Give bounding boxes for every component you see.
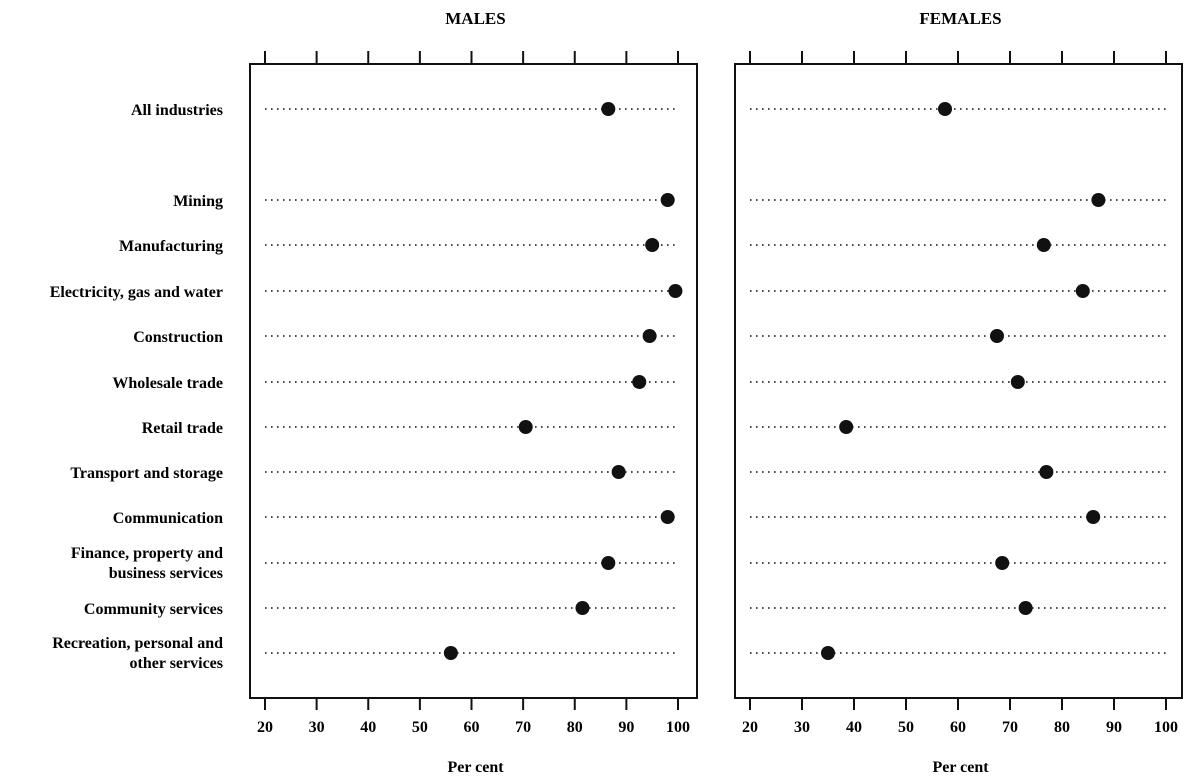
x-axis-label: Per cent xyxy=(932,759,989,776)
category-label: Wholesale trade xyxy=(112,375,223,392)
x-tick-label: 60 xyxy=(950,719,966,736)
category-label: Retail trade xyxy=(142,420,223,437)
category-label: Community services xyxy=(84,601,223,618)
data-point xyxy=(821,646,835,660)
x-tick-label: 80 xyxy=(1054,719,1070,736)
x-tick-label: 20 xyxy=(257,719,273,736)
x-tick-label: 30 xyxy=(309,719,325,736)
x-tick-label: 100 xyxy=(1154,719,1178,736)
data-point xyxy=(668,284,683,298)
category-label: All industries xyxy=(131,102,223,119)
data-point xyxy=(1039,465,1054,479)
x-tick-label: 70 xyxy=(1002,719,1018,736)
x-tick-label: 60 xyxy=(464,719,480,736)
category-label: Construction xyxy=(133,329,223,346)
x-tick-label: 50 xyxy=(412,719,428,736)
data-point xyxy=(611,465,626,479)
data-point xyxy=(1010,375,1025,389)
data-point xyxy=(443,646,458,660)
panel-title: FEMALES xyxy=(919,9,1001,28)
data-point xyxy=(938,102,952,116)
data-point xyxy=(1091,193,1106,207)
x-tick-label: 70 xyxy=(515,719,531,736)
x-tick-label: 90 xyxy=(1106,719,1122,736)
category-label: Electricity, gas and water xyxy=(50,284,223,301)
data-point xyxy=(518,420,533,434)
data-point xyxy=(995,556,1010,570)
category-label: Recreation, personal and other services xyxy=(52,635,223,672)
data-point xyxy=(575,601,590,615)
data-point xyxy=(1036,238,1051,252)
data-point xyxy=(642,329,657,343)
x-tick-label: 90 xyxy=(618,719,634,736)
data-point xyxy=(601,556,616,570)
panel-males: MALES 20 30 40 50 60 70 80 90 100 Per cent xyxy=(249,9,698,776)
category-label: Mining xyxy=(173,193,223,210)
data-point xyxy=(1018,601,1033,615)
x-tick-label: 20 xyxy=(742,719,758,736)
panel-frame xyxy=(734,63,1183,699)
data-point xyxy=(1075,284,1090,298)
panel-females: FEMALES 20 30 40 50 60 70 80 90 100 Per cent xyxy=(734,9,1183,776)
data-point xyxy=(660,193,675,207)
data-point xyxy=(839,420,854,434)
x-tick-label: 30 xyxy=(794,719,810,736)
category-label: Transport and storage xyxy=(70,465,223,482)
x-tick-label: 80 xyxy=(567,719,583,736)
data-point xyxy=(645,238,660,252)
x-tick-label: 50 xyxy=(898,719,914,736)
x-tick-label: 40 xyxy=(360,719,376,736)
data-point xyxy=(660,510,675,524)
x-tick-label: 40 xyxy=(846,719,862,736)
data-point xyxy=(601,102,616,116)
x-tick-label: 100 xyxy=(666,719,690,736)
panel-frame xyxy=(249,63,698,699)
category-label: Finance, property and business services xyxy=(71,545,223,582)
data-point xyxy=(990,329,1004,343)
category-label: Communication xyxy=(113,510,223,527)
data-point xyxy=(632,375,647,389)
category-label: Manufacturing xyxy=(119,238,223,255)
panel-title: MALES xyxy=(445,9,505,28)
data-point xyxy=(1086,510,1101,524)
x-axis-label: Per cent xyxy=(447,759,504,776)
category-labels: All industries Mining Manufacturing Electri… xyxy=(50,102,223,672)
